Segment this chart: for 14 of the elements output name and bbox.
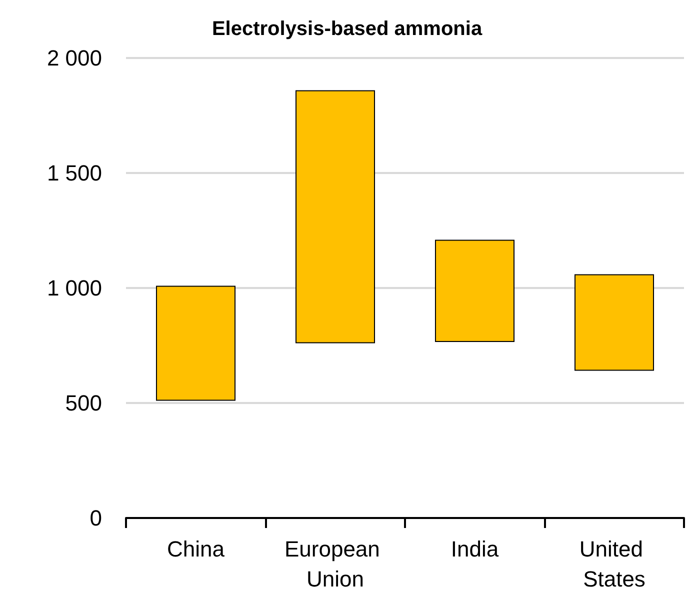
chart-title: Electrolysis-based ammonia: [212, 18, 483, 40]
x-tick-label: China: [167, 536, 226, 562]
x-tick-label: United States: [579, 536, 650, 592]
y-tick-label: 1 000: [46, 276, 102, 300]
x-tick-label: India: [450, 536, 500, 562]
y-tick-label: 1 500: [46, 160, 102, 186]
x-tick-label: European Union: [284, 536, 386, 592]
y-tick-label: 500: [65, 390, 102, 416]
bar: [295, 90, 376, 344]
bar: [156, 286, 236, 401]
y-tick-label: 0: [90, 506, 102, 530]
bar: [574, 274, 654, 371]
bar: [434, 240, 515, 342]
y-tick-label: 2 000: [46, 46, 102, 70]
